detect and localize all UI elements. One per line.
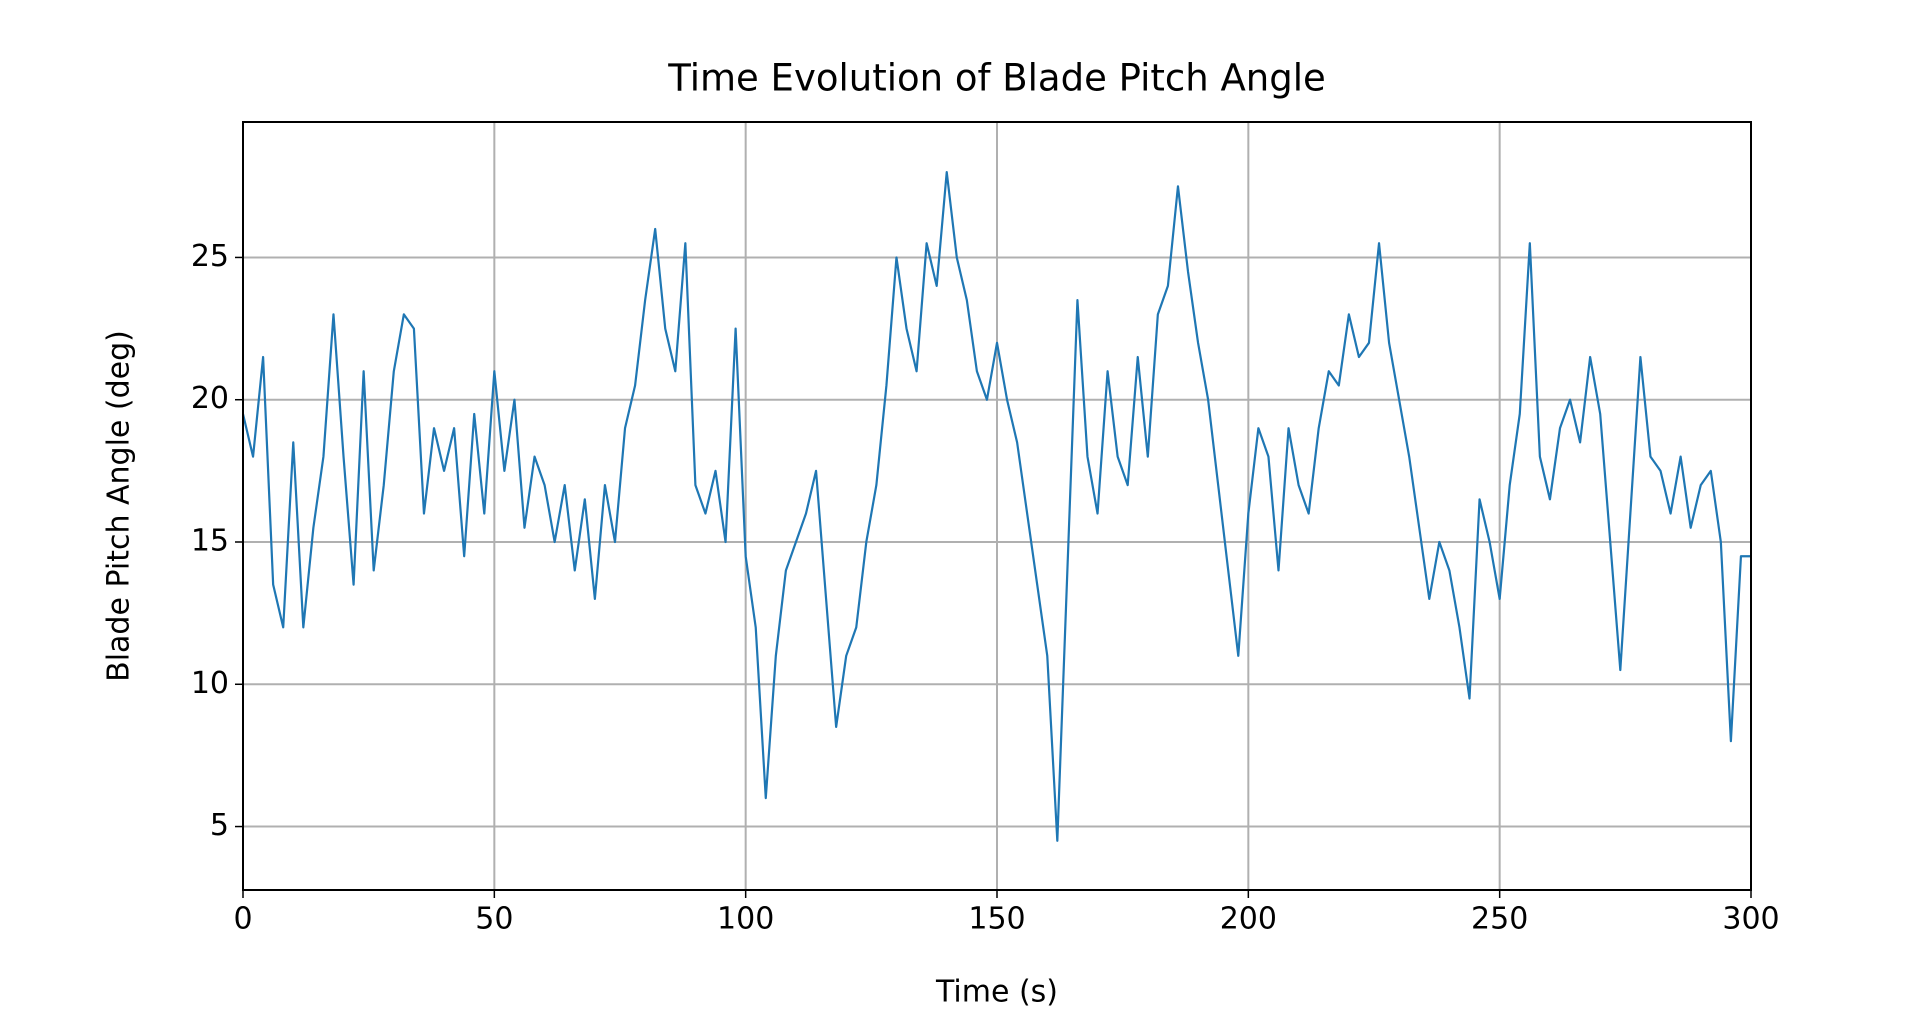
- x-tick-label: 250: [1471, 902, 1528, 937]
- data-line: [243, 170, 1751, 842]
- chart-title: Time Evolution of Blade Pitch Angle: [667, 57, 1326, 100]
- x-tick-label: 0: [233, 902, 252, 937]
- plot-frame: [242, 121, 1752, 891]
- y-tick-label: 10: [191, 666, 229, 701]
- x-axis-label: Time (s): [935, 975, 1058, 1010]
- y-tick-label: 20: [191, 381, 229, 416]
- x-tick-label: 100: [717, 902, 774, 937]
- y-tick-label: 5: [210, 808, 229, 843]
- x-tick-label: 200: [1220, 902, 1277, 937]
- y-tick-label: 15: [191, 523, 229, 558]
- x-tick-label: 300: [1722, 902, 1779, 937]
- y-axis-label: Blade Pitch Angle (deg): [102, 330, 137, 682]
- x-tick-label: 50: [475, 902, 513, 937]
- y-tick-label: 25: [191, 239, 229, 274]
- x-tick-label: 150: [968, 902, 1025, 937]
